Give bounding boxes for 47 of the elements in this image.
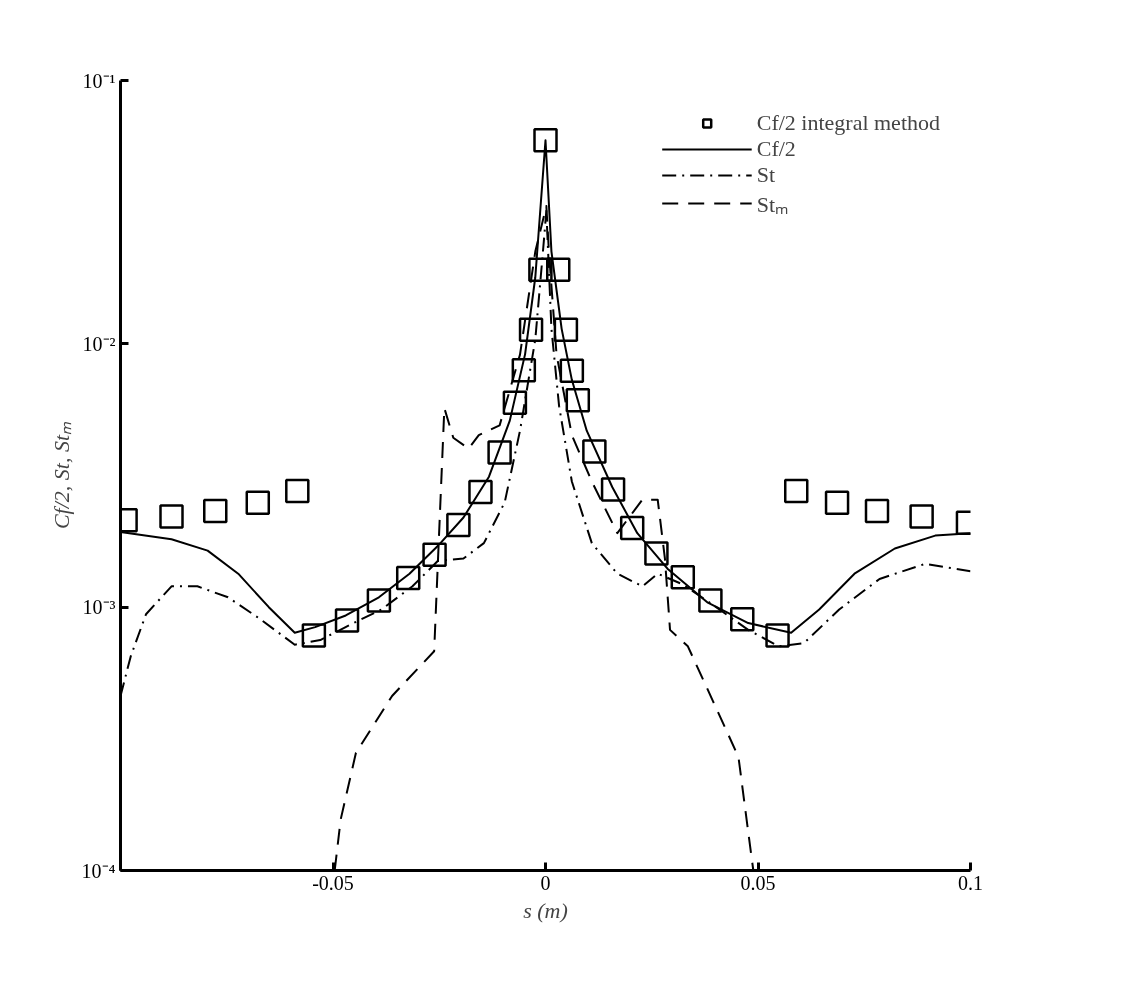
point: [600, 477, 626, 502]
point: [245, 490, 271, 516]
point: [864, 498, 890, 524]
point: [366, 588, 392, 613]
legend-label: Stₘ: [756, 191, 789, 218]
point: [546, 257, 571, 283]
point: [784, 478, 809, 504]
x-tick-label: -0.05: [312, 871, 354, 894]
legend-label: Cf/2: [756, 136, 796, 162]
point: [334, 608, 360, 633]
point: [487, 440, 512, 465]
point: [468, 479, 493, 505]
point: [619, 515, 645, 541]
point: [528, 257, 553, 283]
point: [203, 498, 228, 524]
point: [644, 541, 669, 566]
y-tick-label: 10⁻²: [82, 332, 116, 355]
x-axis-title: s (m): [523, 897, 568, 923]
x-tick-label: 0.1: [958, 871, 983, 894]
point: [511, 358, 537, 383]
point: [395, 565, 421, 591]
point: [533, 128, 558, 153]
point: [301, 623, 327, 648]
point: [909, 504, 934, 529]
point: [422, 542, 447, 568]
point: [565, 388, 591, 413]
point: [518, 317, 544, 343]
point: [698, 588, 723, 613]
point: [285, 478, 310, 504]
point: [559, 358, 585, 384]
point: [824, 490, 850, 516]
y-axis-title: Cf/2, St, Stₘ: [48, 420, 74, 530]
legend-label: Cf/2 integral method: [756, 110, 940, 136]
legend-label: St: [756, 162, 777, 188]
y-tick-label: 10⁻¹: [82, 69, 116, 92]
y-tick-label: 10⁻³: [82, 596, 116, 619]
point: [446, 512, 471, 538]
point: [159, 504, 184, 529]
point: [553, 317, 579, 343]
x-tick-label: 0: [540, 871, 551, 894]
point: [582, 439, 607, 464]
point: [765, 623, 790, 648]
point: [730, 606, 755, 632]
y-tick-label: 10⁻⁴: [81, 859, 116, 882]
point: [502, 390, 528, 415]
x-tick-label: 0.05: [740, 871, 776, 894]
point: [670, 564, 696, 590]
